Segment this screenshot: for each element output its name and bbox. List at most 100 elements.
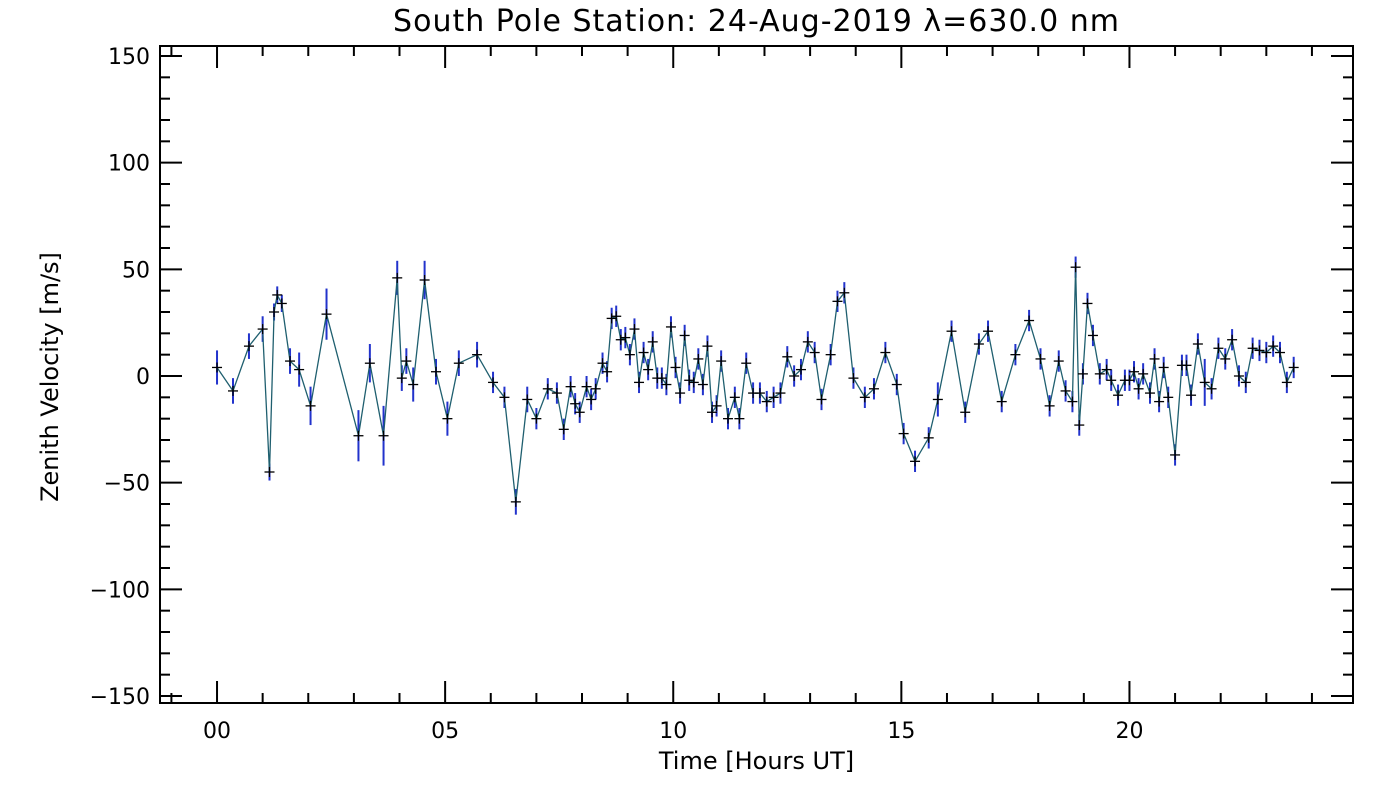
data-point xyxy=(656,373,667,384)
data-point xyxy=(1149,353,1160,364)
data-point xyxy=(711,400,722,411)
data-point xyxy=(647,336,658,347)
series-line xyxy=(216,267,1295,502)
data-point xyxy=(910,456,921,467)
data-point xyxy=(816,394,827,405)
data-point xyxy=(1158,362,1169,373)
data-point xyxy=(401,356,412,367)
data-point xyxy=(392,272,403,283)
data-point xyxy=(859,392,870,403)
data-point xyxy=(629,324,640,335)
data-point xyxy=(488,377,499,388)
data-point xyxy=(1035,353,1046,364)
data-point xyxy=(716,356,727,367)
data-point xyxy=(611,311,622,322)
data-point xyxy=(761,396,772,407)
data-point xyxy=(243,341,254,352)
data-point xyxy=(1106,375,1117,386)
data-point xyxy=(1170,449,1181,460)
data-point xyxy=(602,366,613,377)
data-point xyxy=(891,379,902,390)
data-point xyxy=(832,296,843,307)
data-point xyxy=(1199,377,1210,388)
data-point xyxy=(615,334,626,345)
data-markers xyxy=(212,262,1299,507)
x-tick-label: 05 xyxy=(431,719,459,744)
data-point xyxy=(707,407,718,418)
data-point xyxy=(305,400,316,411)
data-point xyxy=(1129,366,1140,377)
data-point xyxy=(679,330,690,341)
data-point xyxy=(848,373,859,384)
x-tick-label: 10 xyxy=(659,719,687,744)
data-point xyxy=(734,413,745,424)
data-point xyxy=(946,326,957,337)
data-point xyxy=(839,287,850,298)
y-tick-label: 50 xyxy=(122,258,150,283)
data-point xyxy=(522,394,533,405)
data-point xyxy=(272,289,283,300)
y-tick-label: −150 xyxy=(90,685,150,710)
data-point xyxy=(1268,341,1279,352)
data-point xyxy=(661,379,672,390)
data-point xyxy=(1213,343,1224,354)
data-point xyxy=(1144,388,1155,399)
data-point xyxy=(809,347,820,358)
data-point xyxy=(868,383,879,394)
data-point xyxy=(789,371,800,381)
data-point xyxy=(1113,390,1124,401)
data-point xyxy=(590,383,601,394)
data-point xyxy=(775,388,786,399)
data-point xyxy=(693,353,704,364)
data-point xyxy=(983,326,994,337)
data-point xyxy=(1101,364,1112,375)
data-point xyxy=(558,424,569,435)
data-point xyxy=(643,364,654,375)
data-point xyxy=(264,467,275,477)
x-tick-label: 15 xyxy=(887,719,915,744)
data-point xyxy=(1060,385,1071,396)
data-point xyxy=(276,298,287,309)
axis-tick-labels: −150 −100 −50 0 50 100 150 00 05 10 15 20 xyxy=(90,45,1144,744)
data-point xyxy=(1163,392,1174,403)
x-axis-label: Time [Hours UT] xyxy=(658,747,855,775)
data-point xyxy=(898,428,909,439)
data-point xyxy=(1186,390,1197,401)
data-point xyxy=(212,362,223,373)
data-point xyxy=(353,430,364,441)
data-point xyxy=(453,358,464,369)
data-point xyxy=(670,362,681,373)
data-point xyxy=(227,385,238,396)
data-point xyxy=(499,392,510,403)
data-point xyxy=(1227,334,1238,345)
data-point xyxy=(675,388,686,399)
plot-frame xyxy=(159,45,1354,704)
data-point xyxy=(825,349,836,360)
data-point xyxy=(1133,383,1144,394)
data-point xyxy=(1240,377,1251,388)
data-point xyxy=(597,358,608,369)
data-point xyxy=(620,332,631,343)
y-axis-label: Zenith Velocity [m/s] xyxy=(36,252,64,502)
data-point xyxy=(472,349,483,360)
data-point xyxy=(1206,383,1217,394)
data-point xyxy=(741,358,752,369)
data-point xyxy=(923,432,934,443)
data-point xyxy=(294,364,305,375)
data-point xyxy=(1254,345,1265,356)
x-tick-label: 00 xyxy=(203,719,231,744)
data-point xyxy=(1074,420,1085,431)
data-point xyxy=(729,392,740,403)
data-point xyxy=(285,356,296,367)
data-point xyxy=(624,349,635,360)
data-point xyxy=(932,394,943,405)
data-point xyxy=(1077,368,1088,379)
data-point xyxy=(1087,330,1098,341)
data-point xyxy=(1124,375,1135,386)
data-point xyxy=(531,413,542,424)
chart-title: South Pole Station: 24-Aug-2019 λ=630.0 … xyxy=(393,4,1120,39)
data-point xyxy=(1094,368,1105,379)
data-point xyxy=(1275,347,1286,358)
data-point xyxy=(1082,298,1093,309)
data-point xyxy=(442,413,453,424)
